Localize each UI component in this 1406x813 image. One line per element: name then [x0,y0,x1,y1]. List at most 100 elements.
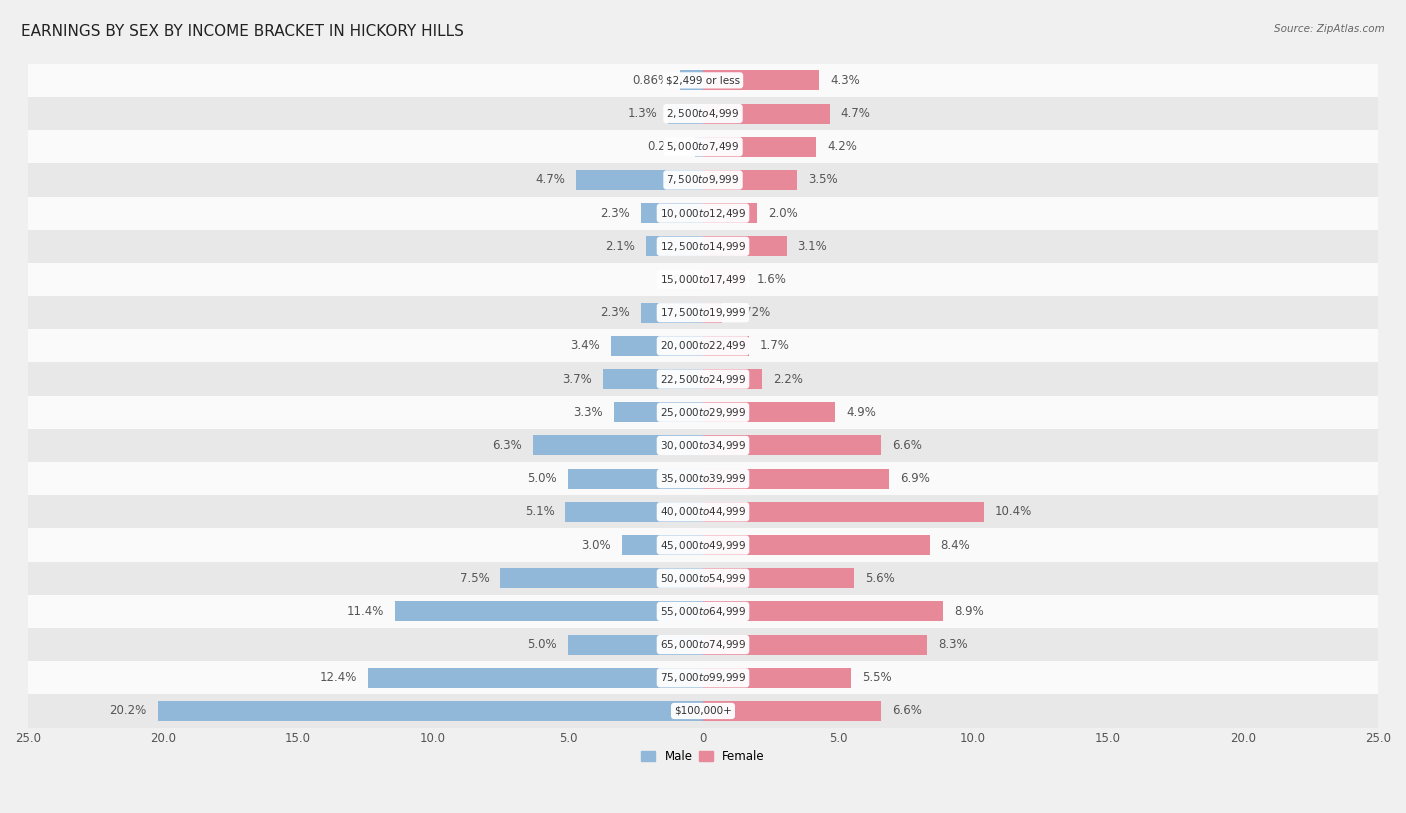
Bar [501,568,703,588]
Legend: Male, Female: Male, Female [637,746,769,768]
Bar [565,502,703,522]
Bar [703,170,797,190]
Bar [703,568,855,588]
Text: 8.9%: 8.9% [955,605,984,618]
Text: 11.4%: 11.4% [347,605,384,618]
Text: 0.72%: 0.72% [734,307,770,320]
Bar [395,602,703,621]
Bar [28,562,1378,595]
Bar [368,667,703,688]
Text: 2.3%: 2.3% [600,207,630,220]
Text: 3.0%: 3.0% [582,538,612,551]
Text: 5.5%: 5.5% [862,672,891,685]
Text: $30,000 to $34,999: $30,000 to $34,999 [659,439,747,452]
Text: $7,500 to $9,999: $7,500 to $9,999 [666,173,740,186]
Text: $75,000 to $99,999: $75,000 to $99,999 [659,672,747,685]
Text: 7.5%: 7.5% [460,572,489,585]
Text: $5,000 to $7,499: $5,000 to $7,499 [666,141,740,154]
Bar [28,396,1378,429]
Bar [621,535,703,555]
Bar [703,402,835,422]
Bar [703,369,762,389]
Text: 4.9%: 4.9% [846,406,876,419]
Text: 6.6%: 6.6% [891,439,922,452]
Bar [28,661,1378,694]
Text: 1.7%: 1.7% [759,339,790,352]
Text: 2.1%: 2.1% [606,240,636,253]
Bar [28,528,1378,562]
Text: $50,000 to $54,999: $50,000 to $54,999 [659,572,747,585]
Text: 4.7%: 4.7% [841,107,870,120]
Bar [28,595,1378,628]
Text: 3.5%: 3.5% [808,173,838,186]
Text: EARNINGS BY SEX BY INCOME BRACKET IN HICKORY HILLS: EARNINGS BY SEX BY INCOME BRACKET IN HIC… [21,24,464,39]
Bar [28,429,1378,462]
Text: 2.3%: 2.3% [600,307,630,320]
Bar [668,103,703,124]
Text: $15,000 to $17,499: $15,000 to $17,499 [659,273,747,286]
Bar [28,97,1378,130]
Bar [28,197,1378,230]
Text: $10,000 to $12,499: $10,000 to $12,499 [659,207,747,220]
Text: 3.1%: 3.1% [797,240,827,253]
Text: 2.2%: 2.2% [773,372,803,385]
Bar [568,635,703,654]
Bar [647,237,703,256]
Bar [28,63,1378,97]
Text: $100,000+: $100,000+ [673,706,733,716]
Bar [703,535,929,555]
Text: $12,500 to $14,999: $12,500 to $14,999 [659,240,747,253]
Bar [641,302,703,323]
Bar [703,203,756,223]
Bar [603,369,703,389]
Text: 3.7%: 3.7% [562,372,592,385]
Bar [28,263,1378,296]
Text: 5.0%: 5.0% [527,638,557,651]
Text: 0.86%: 0.86% [631,74,669,87]
Text: 10.4%: 10.4% [994,506,1032,519]
Bar [28,628,1378,661]
Bar [28,329,1378,363]
Bar [28,694,1378,728]
Bar [703,270,747,289]
Bar [703,71,820,90]
Text: 4.2%: 4.2% [827,141,858,154]
Bar [28,163,1378,197]
Bar [703,237,787,256]
Text: 8.4%: 8.4% [941,538,970,551]
Bar [28,462,1378,495]
Text: 1.3%: 1.3% [627,107,657,120]
Bar [576,170,703,190]
Text: 4.3%: 4.3% [830,74,859,87]
Bar [28,363,1378,396]
Bar [614,402,703,422]
Bar [703,103,830,124]
Text: 5.1%: 5.1% [524,506,554,519]
Bar [28,296,1378,329]
Text: 12.4%: 12.4% [321,672,357,685]
Text: 1.6%: 1.6% [756,273,787,286]
Bar [679,71,703,90]
Text: $35,000 to $39,999: $35,000 to $39,999 [659,472,747,485]
Text: $20,000 to $22,499: $20,000 to $22,499 [659,339,747,352]
Bar [703,602,943,621]
Text: 5.0%: 5.0% [527,472,557,485]
Bar [28,495,1378,528]
Text: Source: ZipAtlas.com: Source: ZipAtlas.com [1274,24,1385,34]
Bar [703,667,852,688]
Bar [703,137,817,157]
Text: 4.7%: 4.7% [536,173,565,186]
Text: $22,500 to $24,999: $22,500 to $24,999 [659,372,747,385]
Text: $40,000 to $44,999: $40,000 to $44,999 [659,506,747,519]
Text: 6.9%: 6.9% [900,472,929,485]
Bar [641,203,703,223]
Bar [28,230,1378,263]
Text: 0.28%: 0.28% [648,141,685,154]
Bar [568,468,703,489]
Bar [703,336,749,356]
Text: 3.3%: 3.3% [574,406,603,419]
Bar [612,336,703,356]
Text: 20.2%: 20.2% [110,705,146,717]
Bar [703,468,890,489]
Bar [703,635,927,654]
